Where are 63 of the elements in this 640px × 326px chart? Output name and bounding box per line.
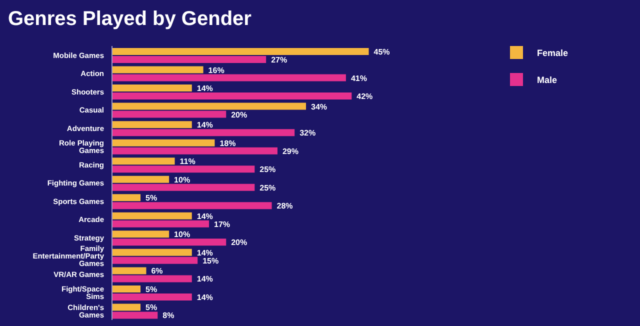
bar [112, 92, 352, 100]
data-label: 14% [196, 292, 213, 302]
data-label: 17% [214, 220, 230, 229]
data-label: 5% [146, 284, 158, 294]
data-label: 27% [271, 56, 288, 64]
data-label: 8% [162, 311, 174, 320]
bar [112, 230, 170, 238]
data-label: 28% [276, 202, 293, 211]
data-label: 14% [196, 120, 213, 130]
data-label: 34% [311, 102, 328, 112]
bar [112, 66, 204, 74]
data-label: 14% [196, 212, 213, 221]
bar [112, 84, 192, 92]
bar [112, 166, 255, 173]
bar [112, 304, 141, 311]
data-label: 29% [282, 146, 298, 156]
data-label: 18% [220, 138, 236, 148]
bar [112, 74, 346, 82]
bar [112, 275, 192, 282]
data-label: 45% [374, 48, 390, 56]
bar [112, 248, 192, 256]
bar [112, 238, 226, 246]
legend-label: Male [537, 74, 558, 84]
bar [112, 312, 158, 319]
bar [112, 147, 278, 154]
bar [112, 176, 170, 183]
bar [112, 202, 272, 210]
bar [112, 285, 141, 292]
bar [112, 121, 192, 128]
data-label: 11% [180, 157, 196, 166]
bar [112, 212, 192, 220]
bar [112, 256, 198, 264]
data-label: 10% [174, 175, 190, 184]
bar [112, 220, 210, 228]
chart-title: Genres Played by Gender [8, 8, 252, 31]
bar [112, 139, 215, 146]
data-label: 41% [350, 74, 367, 83]
bar [112, 102, 306, 110]
bar [112, 110, 226, 118]
data-label: 6% [151, 266, 163, 276]
bar [112, 184, 255, 191]
bar [112, 158, 175, 165]
data-label: 10% [174, 230, 190, 240]
data-label: 16% [208, 66, 224, 75]
data-label: 14% [196, 248, 213, 258]
bar [112, 129, 295, 136]
bar [112, 56, 266, 63]
legend-label: Female [537, 48, 568, 58]
data-label: 14% [196, 274, 213, 284]
data-label: 15% [202, 256, 219, 266]
bar [112, 48, 369, 55]
data-label: 14% [196, 84, 213, 94]
data-label: 42% [356, 92, 373, 102]
data-label: 25% [260, 183, 276, 192]
bar [112, 267, 146, 274]
data-label: 20% [231, 110, 248, 120]
data-label: 5% [146, 303, 158, 312]
data-label: 5% [146, 194, 158, 203]
data-label: 20% [231, 238, 248, 248]
data-label: 32% [300, 128, 316, 138]
data-label: 25% [260, 165, 276, 174]
bar [112, 194, 141, 202]
bar [112, 293, 192, 300]
